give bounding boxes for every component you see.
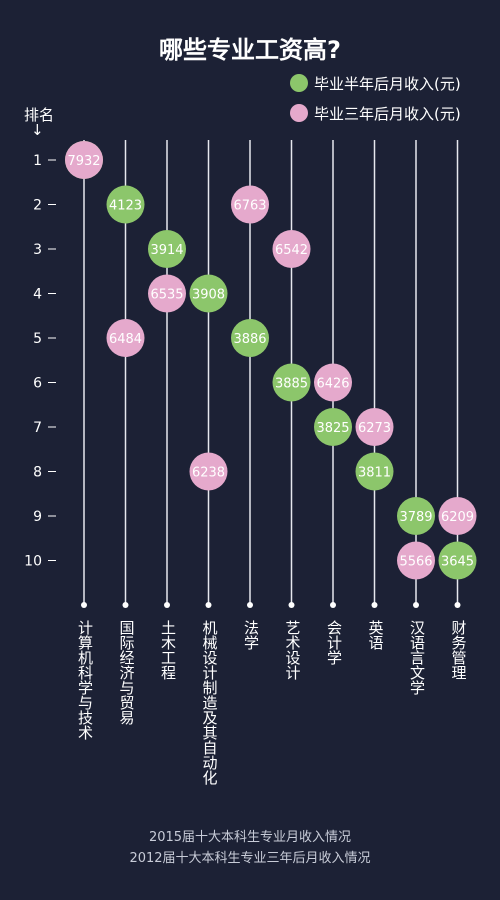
- data-bubble-half-year: [148, 230, 186, 268]
- data-label: 3908: [192, 288, 225, 303]
- data-label: 4123: [109, 199, 142, 214]
- data-label: 3825: [316, 421, 349, 436]
- data-label: 6763: [233, 199, 266, 214]
- data-label: 3811: [358, 466, 391, 481]
- data-label: 6426: [316, 377, 349, 392]
- y-tick-label: 3: [33, 242, 42, 258]
- y-tick-label: 7: [33, 420, 42, 436]
- rank-axis-title: 排名: [23, 106, 54, 124]
- category-line-end-dot: [164, 602, 170, 608]
- down-arrow-icon: ↓: [31, 121, 44, 139]
- data-label: 5566: [399, 555, 432, 570]
- legend-item-half-year: 毕业半年后月收入(元): [290, 68, 461, 98]
- category-line-end-dot: [288, 602, 295, 608]
- data-bubble-three-year: [272, 230, 311, 268]
- data-bubble-half-year: [231, 319, 269, 357]
- category-line-end-dot: [371, 602, 378, 608]
- legend-label-three-year: 毕业三年后月收入(元): [314, 104, 461, 123]
- y-tick-label: 9: [33, 509, 42, 525]
- x-category-label: 英语: [367, 619, 385, 650]
- x-category-label: 法学: [242, 620, 260, 650]
- legend-swatch-pink: [290, 104, 308, 122]
- data-bubble-half-year: [397, 497, 435, 535]
- data-label: 6542: [275, 243, 308, 258]
- data-bubble-three-year: [189, 452, 228, 491]
- data-bubble-three-year: [314, 363, 352, 402]
- y-tick-label: 5: [33, 331, 42, 347]
- data-label: 6238: [192, 466, 225, 481]
- legend-swatch-green: [290, 74, 308, 92]
- x-category-label: 财务管理: [450, 620, 468, 680]
- y-tick-label: 4: [33, 287, 42, 303]
- footer-note-2015: 2015届十大本科生专业月收入情况: [148, 830, 352, 845]
- data-bubble-half-year: [314, 408, 352, 446]
- x-category-label: 会计学: [325, 620, 343, 665]
- data-label: 3789: [399, 510, 432, 525]
- category-line-end-dot: [454, 602, 461, 608]
- x-category-label: 土木工程: [159, 620, 177, 680]
- data-bubble-three-year: [397, 541, 435, 580]
- x-category-label: 机械设计制造及其自动化: [201, 620, 219, 785]
- category-line-end-dot: [247, 602, 253, 608]
- data-label: 3914: [150, 243, 183, 258]
- category-line-end-dot: [81, 602, 87, 608]
- data-bubble-three-year: [231, 185, 269, 224]
- y-tick-label: 1: [33, 153, 42, 169]
- data-bubble-three-year: [355, 408, 394, 446]
- data-label: 3645: [441, 555, 474, 570]
- legend-label-half-year: 毕业半年后月收入(元): [314, 74, 461, 93]
- data-bubble-three-year: [438, 497, 477, 535]
- y-tick-label: 8: [33, 465, 42, 481]
- y-tick-label: 2: [33, 198, 42, 214]
- data-label: 6273: [358, 421, 391, 436]
- data-label: 3886: [233, 332, 266, 347]
- x-category-label: 艺术设计: [284, 620, 302, 680]
- y-tick-label: 10: [24, 554, 42, 570]
- category-line-end-dot: [330, 602, 336, 608]
- category-line-end-dot: [122, 602, 129, 608]
- data-bubble-half-year: [106, 185, 145, 224]
- x-category-label: 计算机科学与技术: [76, 620, 94, 740]
- data-label: 6209: [441, 510, 474, 525]
- data-bubble-three-year: [106, 319, 145, 357]
- x-category-label: 国际经济与贸易: [118, 620, 136, 725]
- data-bubble-three-year: [65, 141, 103, 179]
- data-label: 6535: [150, 288, 183, 303]
- x-category-label: 汉语言文学: [408, 620, 426, 695]
- category-line-end-dot: [205, 602, 212, 608]
- legend-item-three-year: 毕业三年后月收入(元): [290, 98, 461, 128]
- data-bubble-half-year: [355, 452, 394, 491]
- data-bubble-three-year: [148, 274, 186, 313]
- legend: 毕业半年后月收入(元) 毕业三年后月收入(元): [290, 68, 461, 128]
- y-tick-label: 6: [33, 376, 42, 392]
- data-label: 6484: [109, 332, 142, 347]
- data-bubble-half-year: [272, 363, 311, 402]
- footer-note-2012: 2012届十大本科生专业三年后月收入情况: [129, 851, 371, 866]
- data-label: 3885: [275, 377, 308, 392]
- category-line-end-dot: [413, 602, 419, 608]
- data-bubble-half-year: [438, 541, 477, 580]
- data-label: 7932: [67, 154, 100, 169]
- data-bubble-half-year: [189, 274, 228, 313]
- chart-title: 哪些专业工资高?: [159, 36, 341, 64]
